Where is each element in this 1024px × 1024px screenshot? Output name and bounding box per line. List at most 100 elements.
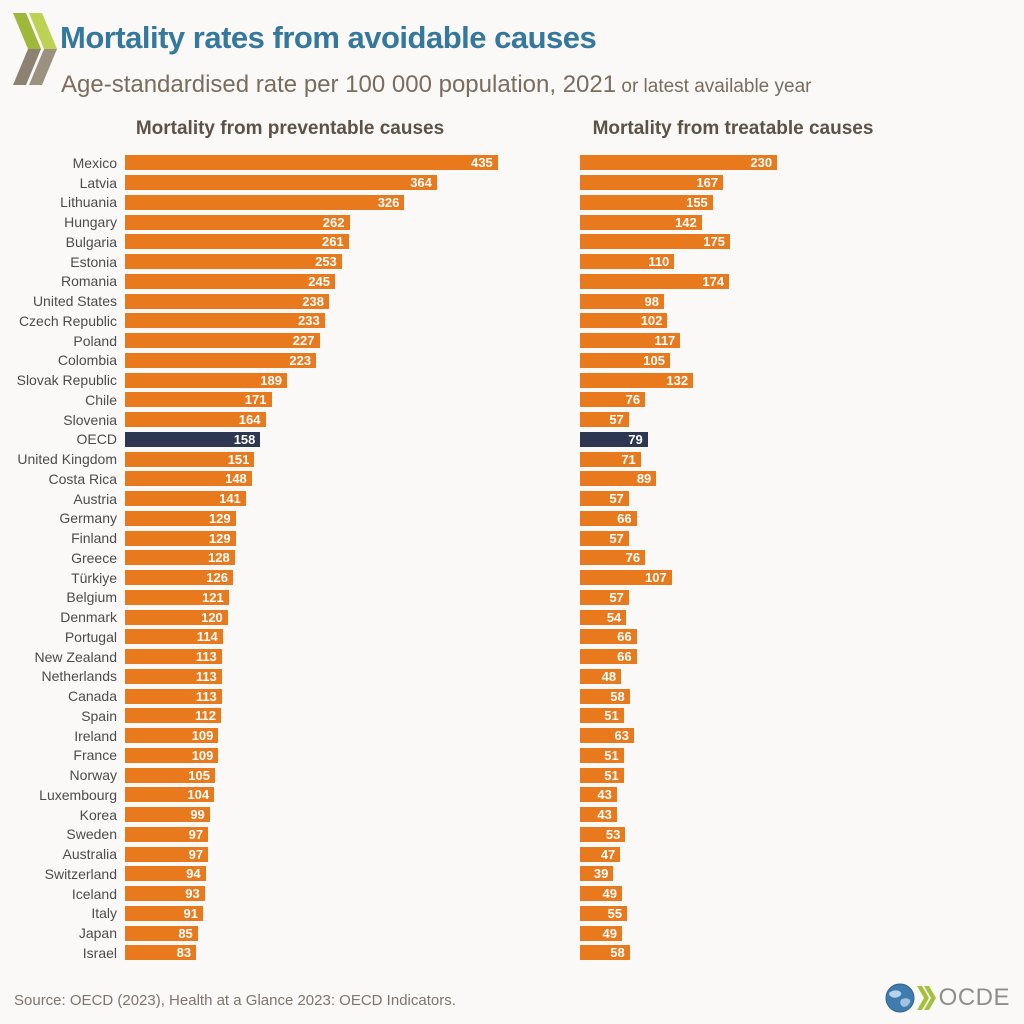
bar-value: 126 bbox=[206, 570, 228, 586]
treatable-bar: 76 bbox=[580, 392, 646, 408]
chart-row: OECD 158 79 bbox=[0, 430, 1024, 450]
bar-value: 57 bbox=[609, 491, 624, 507]
bar-value: 51 bbox=[604, 708, 619, 724]
bar-value: 54 bbox=[606, 609, 622, 625]
bar-value: 148 bbox=[225, 471, 247, 487]
bar-value: 117 bbox=[654, 333, 676, 349]
treatable-bar: 51 bbox=[580, 767, 624, 783]
bar-value: 66 bbox=[617, 649, 632, 665]
preventable-bar: 97 bbox=[125, 846, 209, 862]
bar-value: 57 bbox=[609, 530, 624, 546]
chart-row: Costa Rica 148 89 bbox=[0, 469, 1024, 489]
treatable-bar: 79 bbox=[580, 431, 648, 447]
country-label: Slovenia bbox=[63, 411, 117, 428]
chart-row: New Zealand 113 66 bbox=[0, 647, 1024, 667]
treatable-bar: 43 bbox=[580, 807, 617, 823]
chart-row: Denmark 120 54 bbox=[0, 607, 1024, 627]
treatable-bar: 57 bbox=[580, 412, 629, 428]
country-label: OECD bbox=[76, 431, 117, 448]
chart-row: Iceland 93 49 bbox=[0, 884, 1024, 904]
chart-row: Italy 91 55 bbox=[0, 904, 1024, 924]
chart-row: Luxembourg 104 43 bbox=[0, 785, 1024, 805]
bar-value: 112 bbox=[195, 708, 216, 724]
treatable-bar: 57 bbox=[580, 589, 629, 605]
treatable-bar: 142 bbox=[580, 214, 702, 230]
bar-value: 132 bbox=[666, 372, 689, 388]
bar-value: 262 bbox=[322, 214, 345, 230]
bar-value: 114 bbox=[196, 629, 218, 645]
country-label: Israel bbox=[82, 944, 117, 961]
preventable-bar: 94 bbox=[125, 866, 206, 882]
treatable-bar: 66 bbox=[580, 629, 637, 645]
bar-value: 223 bbox=[289, 352, 312, 368]
bar-value: 129 bbox=[208, 530, 231, 546]
country-label: Romania bbox=[60, 273, 117, 290]
bar-value: 104 bbox=[187, 787, 210, 803]
treatable-bar: 107 bbox=[580, 570, 672, 586]
country-label: Italy bbox=[91, 905, 117, 922]
oecd-footer-logo: OCDE bbox=[885, 983, 1010, 1013]
bar-value: 151 bbox=[227, 451, 250, 467]
bar-value: 47 bbox=[600, 846, 616, 862]
chart-row: Israel 83 58 bbox=[0, 943, 1024, 963]
bar-value: 174 bbox=[702, 273, 725, 289]
preventable-bar: 93 bbox=[125, 886, 205, 902]
treatable-bar: 117 bbox=[580, 333, 681, 349]
preventable-bar: 104 bbox=[125, 787, 215, 803]
country-label: Slovak Republic bbox=[16, 372, 117, 389]
bar-value: 76 bbox=[625, 550, 641, 566]
treatable-bar: 47 bbox=[580, 846, 621, 862]
bar-value: 113 bbox=[195, 688, 217, 704]
bar-value: 128 bbox=[207, 550, 230, 566]
chart-row: Estonia 253 110 bbox=[0, 252, 1024, 272]
preventable-bar: 364 bbox=[125, 175, 437, 191]
country-label: Czech Republic bbox=[18, 312, 117, 329]
bar-value: 113 bbox=[195, 649, 217, 665]
bar-chart-rows: Mexico 435 230 Latvia 364 167 Lithuania 326 155 H… bbox=[0, 153, 1024, 963]
preventable-bar: 262 bbox=[125, 214, 350, 230]
treatable-bar: 53 bbox=[580, 826, 626, 842]
chart-row: Greece 128 76 bbox=[0, 548, 1024, 568]
bar-value: 238 bbox=[302, 293, 324, 309]
country-label: Greece bbox=[71, 549, 117, 566]
preventable-bar: 114 bbox=[125, 629, 223, 645]
preventable-bar: 97 bbox=[125, 826, 209, 842]
chart-row: Portugal 114 66 bbox=[0, 627, 1024, 647]
bar-value: 58 bbox=[610, 945, 625, 961]
preventable-bar: 113 bbox=[125, 688, 222, 704]
bar-value: 97 bbox=[188, 826, 204, 842]
bar-value: 58 bbox=[610, 688, 625, 704]
bar-value: 89 bbox=[636, 471, 652, 487]
bar-value: 105 bbox=[643, 352, 665, 368]
chart-row: Türkiye 126 107 bbox=[0, 568, 1024, 588]
chart-row: Mexico 435 230 bbox=[0, 153, 1024, 173]
globe-icon bbox=[885, 983, 915, 1013]
country-label: Belgium bbox=[66, 589, 117, 606]
chart-row: Norway 105 51 bbox=[0, 765, 1024, 785]
country-label: Denmark bbox=[60, 609, 117, 626]
treatable-bar: 175 bbox=[580, 234, 730, 250]
chart-row: Canada 113 58 bbox=[0, 686, 1024, 706]
bar-value: 66 bbox=[617, 629, 632, 645]
bar-value: 43 bbox=[597, 787, 612, 803]
chart-row: Ireland 109 63 bbox=[0, 726, 1024, 746]
chart-row: Sweden 97 53 bbox=[0, 825, 1024, 845]
bar-value: 253 bbox=[315, 254, 337, 270]
country-label: Türkiye bbox=[71, 569, 117, 586]
treatable-bar: 174 bbox=[580, 273, 730, 289]
preventable-bar: 126 bbox=[125, 570, 233, 586]
country-label: Bulgaria bbox=[65, 233, 117, 250]
country-label: Switzerland bbox=[44, 865, 117, 882]
chart-row: United Kingdom 151 71 bbox=[0, 449, 1024, 469]
preventable-bar: 120 bbox=[125, 609, 228, 625]
bar-value: 245 bbox=[308, 273, 330, 289]
country-label: Australia bbox=[62, 846, 117, 863]
treatable-bar: 102 bbox=[580, 313, 668, 329]
bar-value: 107 bbox=[644, 570, 667, 586]
bar-value: 39 bbox=[593, 866, 609, 882]
chart-row: France 109 51 bbox=[0, 746, 1024, 766]
country-label: Austria bbox=[73, 490, 117, 507]
preventable-bar: 99 bbox=[125, 807, 210, 823]
preventable-bar: 148 bbox=[125, 471, 252, 487]
